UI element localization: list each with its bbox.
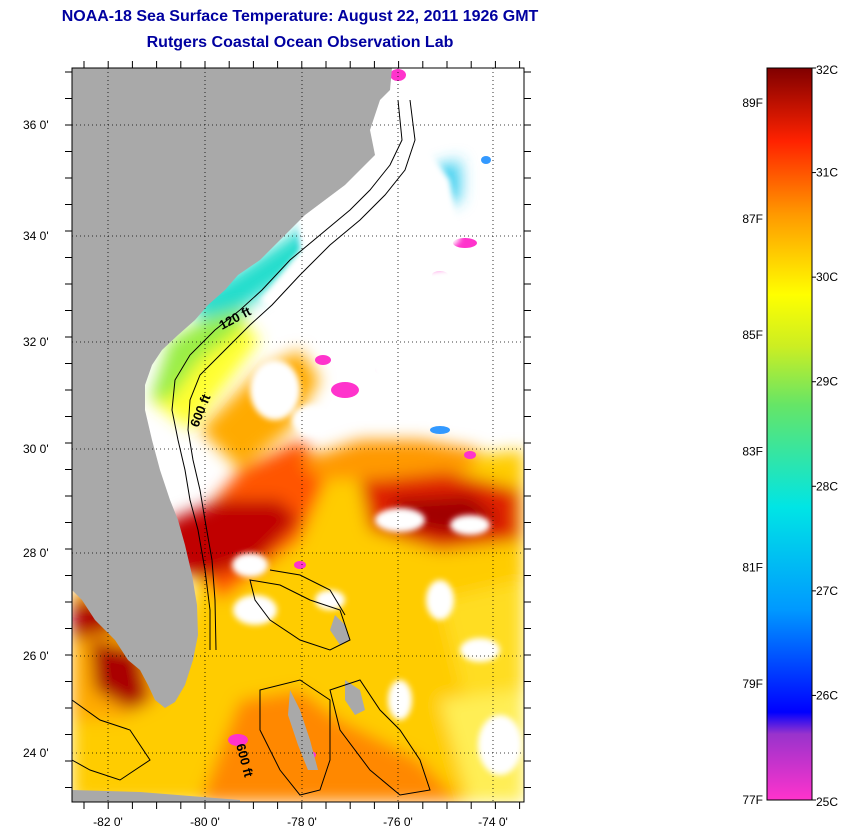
- bahamas-island: [288, 690, 318, 770]
- colorbar-celsius-label: 29C: [816, 375, 838, 389]
- depth-contours: [72, 99, 431, 796]
- latitude-axis: 36 0' 34 0' 32 0' 30 0' 28 0' 26 0' 24 0…: [23, 118, 49, 760]
- colorbar-fahrenheit-label: 85F: [742, 328, 763, 342]
- temperature-colorbar: [766, 67, 813, 801]
- land-mass: [72, 68, 392, 708]
- lat-tick-label: 28 0': [23, 546, 49, 560]
- colorbar-fahrenheit-labels: 89F 87F 85F 83F 81F 79F 77F: [742, 96, 763, 807]
- lon-tick-label: -78 0': [287, 815, 317, 829]
- colorbar-celsius-label: 27C: [816, 584, 838, 598]
- colorbar-fahrenheit-label: 77F: [742, 793, 763, 807]
- longitude-axis: -82 0' -80 0' -78 0' -76 0' -74 0': [93, 815, 508, 829]
- colorbar-celsius-labels: 32C 31C 30C 29C 28C 27C 26C 25C: [812, 63, 838, 809]
- graticule: [72, 68, 524, 802]
- bahamas-island-2: [330, 615, 350, 645]
- page-title: NOAA-18 Sea Surface Temperature: August …: [61, 8, 539, 25]
- lon-tick-label: -80 0': [190, 815, 220, 829]
- colorbar-celsius-label: 32C: [816, 63, 838, 77]
- bahamas-island-3: [345, 680, 365, 715]
- page-subtitle: Rutgers Coastal Ocean Observation Lab: [146, 34, 454, 51]
- colorbar-celsius-label: 25C: [816, 795, 838, 809]
- lat-tick-label: 36 0': [23, 118, 49, 132]
- lat-tick-label: 34 0': [23, 229, 49, 243]
- cuba-coast: [72, 790, 240, 802]
- map-plot-area: [72, 68, 524, 802]
- colorbar-celsius-label: 30C: [816, 270, 838, 284]
- colorbar-celsius-label: 28C: [816, 479, 838, 493]
- colorbar-celsius-label: 26C: [816, 688, 838, 702]
- lon-tick-label: -76 0': [383, 815, 413, 829]
- lat-tick-label: 30 0': [23, 442, 49, 456]
- lat-tick-label: 26 0': [23, 649, 49, 663]
- colorbar-celsius-label: 31C: [816, 166, 838, 180]
- lat-tick-label: 32 0': [23, 335, 49, 349]
- lon-tick-label: -82 0': [93, 815, 123, 829]
- colorbar-fahrenheit-label: 79F: [742, 677, 763, 691]
- axis-ticks: [65, 61, 531, 809]
- colorbar-fahrenheit-label: 81F: [742, 561, 763, 575]
- colorbar-fahrenheit-label: 89F: [742, 96, 763, 110]
- lon-tick-label: -74 0': [478, 815, 508, 829]
- colorbar-fahrenheit-label: 87F: [742, 212, 763, 226]
- lat-tick-label: 24 0': [23, 746, 49, 760]
- map-frame: [71, 67, 525, 803]
- colorbar-fahrenheit-label: 83F: [742, 444, 763, 458]
